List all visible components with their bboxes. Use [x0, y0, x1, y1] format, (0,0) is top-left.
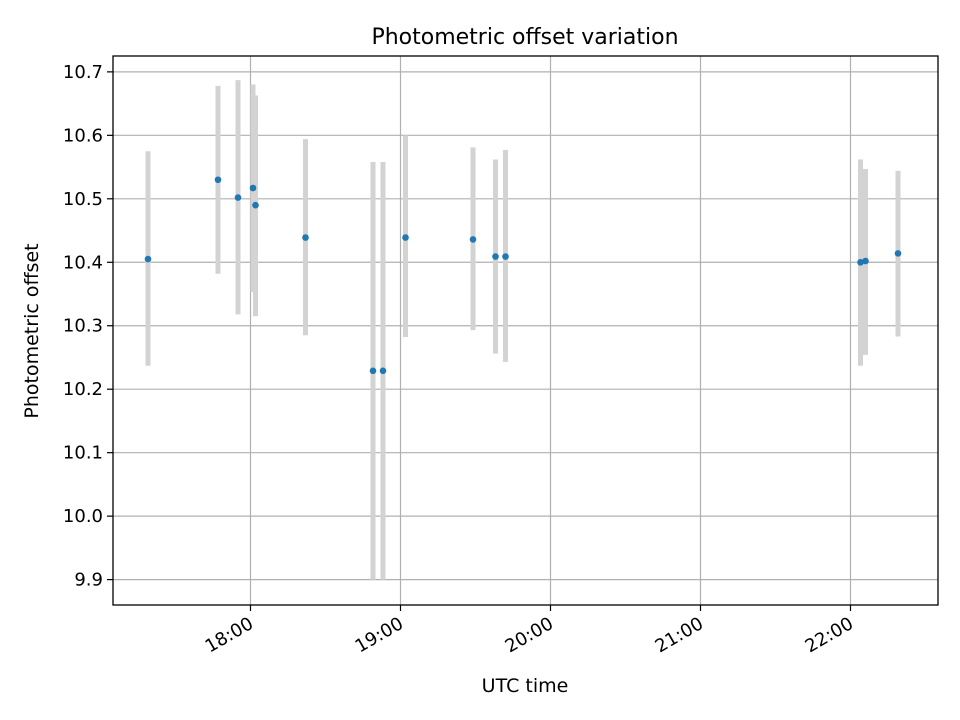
x-tick-label: 22:00 [802, 613, 857, 657]
data-point [379, 367, 387, 375]
data-point [502, 253, 509, 260]
data-point [302, 234, 309, 241]
y-tick-label: 10.7 [63, 62, 103, 83]
y-axis-label: Photometric offset [21, 243, 43, 418]
data-point [402, 234, 409, 241]
x-tick-label: 18:00 [202, 613, 257, 657]
plot-frame [112, 55, 939, 606]
y-tick-label: 10.3 [63, 316, 103, 337]
x-tick-label: 21:00 [652, 613, 707, 657]
y-tick-label: 10.1 [63, 443, 103, 464]
data-point [252, 201, 259, 209]
y-tick-label: 10.0 [63, 506, 103, 527]
y-tick-label: 10.2 [63, 379, 103, 400]
data-point [214, 176, 222, 184]
data-point [369, 367, 377, 375]
chart-title: Photometric offset variation [371, 25, 678, 50]
data-point [234, 194, 242, 201]
error-bars [145, 80, 901, 580]
data-point [249, 184, 257, 192]
data-point [862, 257, 869, 265]
data-point [144, 255, 152, 263]
y-tick-label: 10.5 [63, 189, 103, 210]
x-tick-label: 20:00 [502, 613, 557, 657]
data-point [492, 253, 499, 260]
x-axis-label: UTC time [482, 675, 569, 697]
data-point [857, 258, 864, 266]
y-tick-label: 10.6 [63, 125, 103, 146]
x-tick-label: 19:00 [352, 613, 407, 657]
y-tick-label: 10.4 [63, 252, 103, 273]
x-axis-ticks: 18:00 19:00 20:00 21:00 22:00 [202, 605, 857, 657]
y-axis-ticks: 9.9 10.0 10.1 10.2 10.3 10.4 10.5 10.6 10.7 [63, 62, 113, 591]
data-points [144, 176, 902, 375]
data-point [894, 250, 902, 257]
data-point [469, 236, 477, 243]
y-tick-label: 9.9 [74, 570, 103, 591]
